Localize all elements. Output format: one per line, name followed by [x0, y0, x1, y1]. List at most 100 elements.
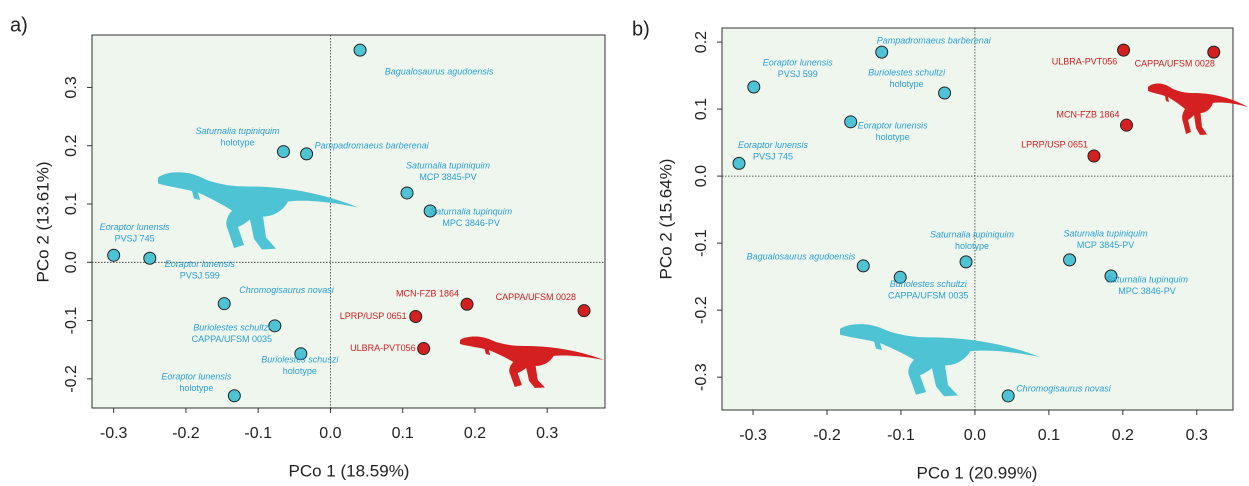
y-tick-label: 0.2 [693, 31, 710, 53]
point-label: PVSJ 599 [778, 69, 818, 79]
point-label: Bagualosaurus agudoensis [385, 67, 494, 77]
point [228, 390, 240, 402]
panel-label: a) [10, 14, 28, 36]
figure: -0.3 -0.2 -0.1 0.0 0.1 0.2 0.3 -0.2 -0.1 0.0 0.1 0.… [0, 0, 1249, 486]
point [845, 116, 857, 128]
y-tick-label: -0.1 [693, 229, 710, 257]
point-label: holotype [955, 241, 989, 251]
point [1118, 44, 1130, 56]
point [401, 187, 413, 199]
x-tick-label: -0.2 [172, 425, 200, 442]
point-label: ULBRA-PVT056 [350, 343, 416, 353]
point [277, 146, 289, 158]
point-label: holotype [876, 132, 910, 142]
point-label: Saturnalia tupiniquim [195, 126, 280, 136]
panel-label: b) [632, 18, 650, 40]
point-label: Bagualosaurus agudoensis [747, 251, 856, 261]
point-label: Pampadromaeus barberenai [877, 36, 992, 46]
point-label: Saturnalia tupinquim [430, 207, 513, 217]
point [354, 44, 366, 56]
point-label: Buriolestes schultzi [890, 279, 968, 289]
point [748, 81, 760, 93]
x-axis-title: PCo 1 (20.99%) [917, 463, 1038, 482]
point-label: PVSJ 745 [115, 233, 155, 243]
y-tick-label: 0.1 [63, 193, 80, 215]
x-tick-label: 0.1 [392, 425, 414, 442]
point-label: Chromogisaurus novasi [1016, 383, 1112, 393]
panel: -0.3 -0.2 -0.1 0.0 0.1 0.2 0.3 -0.2 -0.1 0.0 0.1 0.… [10, 14, 605, 480]
y-tick-label: -0.2 [63, 365, 80, 393]
point-label: CAPPA/UFSM 0028 [1135, 59, 1215, 69]
x-tick-label: 0.2 [1112, 427, 1134, 444]
y-tick-label: -0.2 [693, 296, 710, 324]
point [939, 87, 951, 99]
y-axis-title: PCo 2 (13.61%) [33, 162, 52, 283]
point-label: CAPPA/UFSM 0035 [888, 290, 968, 300]
point-label: Eoraptor lunensis [738, 140, 809, 150]
y-tick-label: -0.3 [693, 363, 710, 391]
point-label: Buriolestes schultzi [193, 322, 271, 332]
y-tick-label: -0.1 [63, 307, 80, 335]
point-label: Eoraptor lunensis [763, 58, 834, 68]
point-label: Eoraptor lunensis [858, 120, 929, 130]
x-tick-label: -0.3 [739, 427, 767, 444]
point-label: ULBRA-PVT056 [1052, 56, 1118, 66]
point-label: Eoraptor lunensis [100, 222, 171, 232]
point-label: Eoraptor lunensis [161, 371, 232, 381]
point [733, 157, 745, 169]
point-label: MCP 3845-PV [1077, 240, 1134, 250]
point-label: Eoraptor lunensis [165, 259, 236, 269]
x-tick-label: -0.2 [813, 427, 841, 444]
x-tick-label: 0.2 [464, 425, 486, 442]
x-tick-label: -0.3 [100, 425, 128, 442]
point [410, 310, 422, 322]
point-label: CAPPA/UFSM 0035 [192, 334, 272, 344]
point [418, 343, 430, 355]
point-label: Saturnalia tupiniquim [406, 161, 491, 171]
x-tick-label: 0.3 [1186, 427, 1208, 444]
point-label: MPC 3846-PV [1118, 286, 1176, 296]
point [1208, 46, 1220, 58]
point-label: Chromogisaurus novasi [239, 285, 335, 295]
y-tick-label: 0.0 [693, 165, 710, 187]
point-label: Pampadromaeus barberenai [315, 140, 430, 150]
x-axis-title: PCo 1 (18.59%) [289, 461, 410, 480]
point [857, 260, 869, 272]
point [876, 46, 888, 58]
point-label: Saturnalia tupiniquim [1064, 229, 1149, 239]
y-tick-label: 0.0 [63, 251, 80, 273]
y-tick-label: 0.1 [693, 98, 710, 120]
x-tick-label: 0.1 [1038, 427, 1060, 444]
point [269, 320, 281, 332]
point [144, 252, 156, 264]
point-label: MCN-FZB 1864 [396, 289, 459, 299]
point [1064, 254, 1076, 266]
y-tick-label: 0.2 [63, 135, 80, 157]
point-label: Saturnalia tupinquim [1106, 275, 1189, 285]
point-label: CAPPA/UFSM 0028 [496, 292, 576, 302]
y-tick-label: 0.3 [63, 76, 80, 98]
point [301, 148, 313, 160]
point-label: LPRP/USP 0651 [340, 311, 407, 321]
point [1002, 390, 1014, 402]
point-label: holotype [220, 138, 254, 148]
point [960, 256, 972, 268]
point-label: holotype [283, 366, 317, 376]
point-label: Saturnalia tupiniquim [930, 230, 1015, 240]
point [1088, 150, 1100, 162]
x-tick-label: -0.1 [244, 425, 272, 442]
y-axis-title: PCo 2 (15.64%) [656, 159, 675, 280]
point [108, 249, 120, 261]
point-label: LPRP/USP 0651 [1021, 139, 1088, 149]
point [1121, 119, 1133, 131]
point-label: holotype [179, 383, 213, 393]
x-tick-label: 0.3 [536, 425, 558, 442]
x-tick-label: 0.0 [319, 425, 341, 442]
point [578, 305, 590, 317]
point-label: MPC 3846-PV [442, 218, 500, 228]
point-label: Buriolestes schuszi [261, 354, 339, 364]
point-label: PVSJ 599 [180, 270, 220, 280]
point-label: PVSJ 745 [753, 152, 793, 162]
x-tick-label: -0.1 [887, 427, 915, 444]
